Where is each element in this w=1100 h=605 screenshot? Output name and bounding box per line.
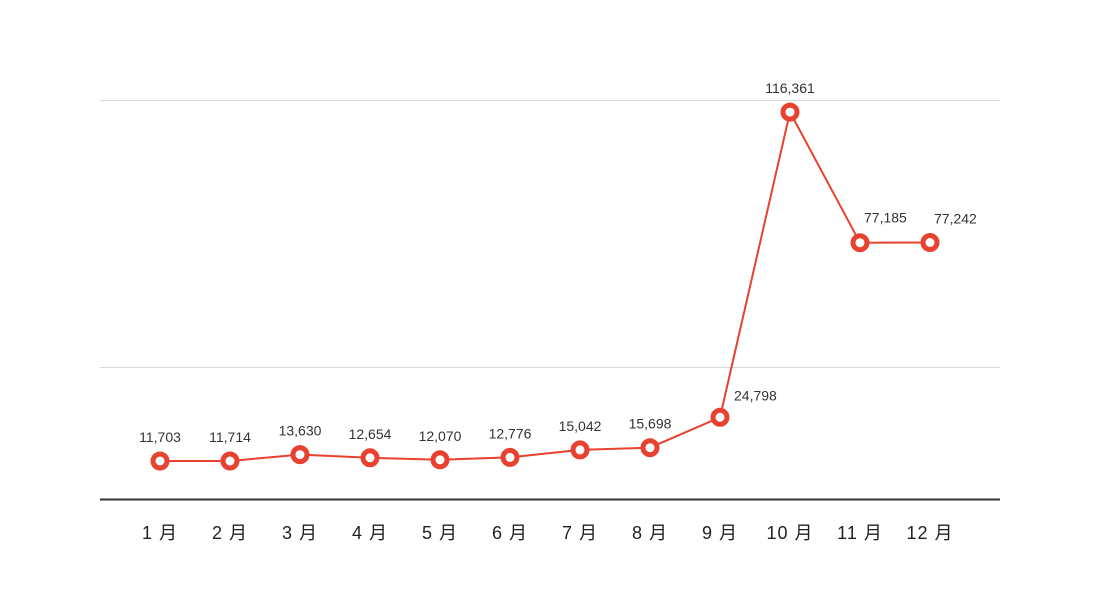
x-tick-label: 2 月: [212, 523, 248, 543]
data-labels: 11,703 11,714 13,630 12,654 12,070 12,776 15,0…: [139, 80, 977, 445]
data-label: 77,185: [864, 210, 907, 226]
data-label: 116,361: [765, 80, 815, 96]
data-point: [430, 450, 450, 470]
data-point-marker: [430, 450, 450, 470]
x-tick-label: 10 月: [766, 523, 813, 543]
x-tick-label: 6 月: [492, 523, 528, 543]
x-tick-label: 11 月: [837, 523, 883, 543]
data-point: [570, 440, 590, 460]
data-point-marker: [640, 438, 660, 458]
x-tick-labels: 1 月 2 月 3 月 4 月 5 月 6 月 7 月 8 月 9 月 10 月 11 月 12 月: [142, 523, 953, 543]
data-point: [220, 451, 240, 471]
data-point-marker: [570, 440, 590, 460]
x-tick-label: 5 月: [422, 523, 458, 543]
data-point-marker: [290, 445, 310, 465]
data-point-marker: [360, 448, 380, 468]
data-point-marker: [780, 102, 800, 122]
data-point: [710, 407, 730, 427]
data-point-marker: [850, 233, 870, 253]
data-points: [150, 102, 940, 471]
x-tick-label: 8 月: [632, 523, 668, 543]
series-line: [160, 111, 931, 462]
gridlines: [100, 100, 1000, 368]
data-point: [780, 102, 800, 122]
data-point: [640, 438, 660, 458]
data-label: 77,242: [934, 211, 977, 227]
data-point: [850, 233, 870, 253]
data-point: [360, 448, 380, 468]
data-label: 13,630: [279, 423, 322, 439]
data-point-marker: [710, 407, 730, 427]
data-label: 15,042: [559, 418, 602, 434]
data-label: 24,798: [734, 387, 777, 403]
data-point: [290, 445, 310, 465]
x-tick-label: 3 月: [282, 523, 318, 543]
data-label: 12,070: [419, 428, 462, 444]
data-label: 11,714: [209, 429, 251, 445]
x-tick-label: 12 月: [906, 523, 953, 543]
data-point: [920, 233, 940, 252]
x-tick-label: 9 月: [702, 523, 738, 543]
x-tick-label: 7 月: [562, 523, 598, 543]
data-label: 12,654: [349, 426, 392, 442]
data-label: 12,776: [489, 425, 532, 441]
data-label: 11,703: [139, 429, 181, 445]
data-point-marker: [220, 451, 240, 471]
data-point: [500, 447, 520, 467]
data-point-marker: [500, 447, 520, 467]
data-point-marker: [920, 233, 940, 252]
data-point-marker: [150, 451, 170, 471]
data-label: 15,698: [629, 416, 672, 432]
x-tick-label: 1 月: [142, 523, 178, 543]
data-point: [150, 451, 170, 471]
x-tick-label: 4 月: [352, 523, 388, 543]
series-line-layer: [160, 111, 931, 462]
